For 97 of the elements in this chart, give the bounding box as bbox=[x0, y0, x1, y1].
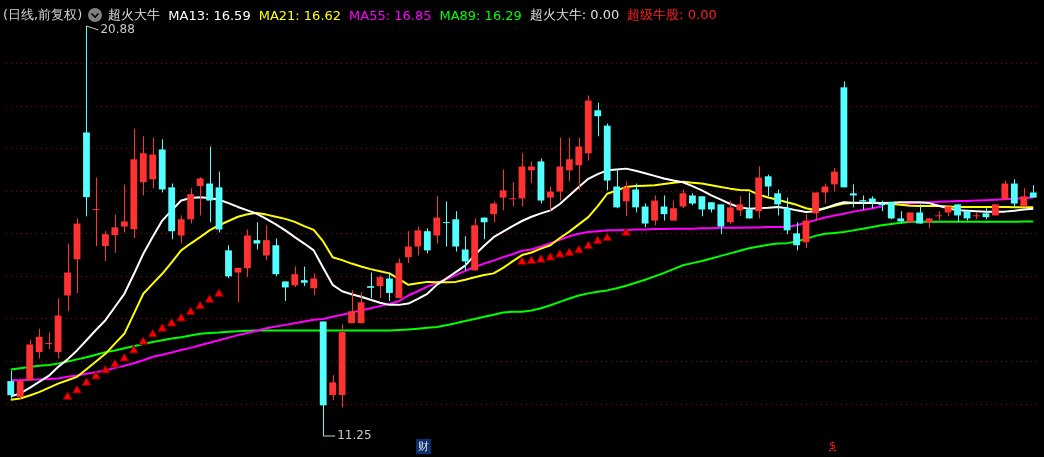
candlestick bbox=[16, 378, 24, 400]
candlestick bbox=[35, 328, 43, 360]
point bbox=[545, 252, 556, 261]
point bbox=[555, 249, 565, 258]
candlestick bbox=[404, 230, 412, 264]
candlestick bbox=[367, 272, 374, 299]
candlestick bbox=[348, 289, 355, 324]
candlestick bbox=[310, 272, 318, 296]
text: 超火大牛 bbox=[108, 6, 161, 24]
candlestick bbox=[386, 272, 393, 302]
candlestick bbox=[120, 183, 128, 233]
candlestick bbox=[1010, 178, 1018, 208]
candlestick bbox=[329, 374, 337, 401]
text: MA55: 16.85 bbox=[349, 7, 432, 23]
candlestick bbox=[726, 200, 734, 225]
point bbox=[621, 227, 631, 236]
point bbox=[110, 358, 120, 368]
candlestick bbox=[670, 200, 677, 222]
candlestick bbox=[499, 168, 507, 211]
candlestick bbox=[935, 210, 942, 223]
candlestick bbox=[206, 145, 213, 223]
candlestick bbox=[793, 221, 800, 251]
candlestick bbox=[433, 195, 441, 245]
candlestick bbox=[812, 191, 819, 222]
point bbox=[517, 256, 527, 265]
candlestick bbox=[102, 230, 109, 262]
point bbox=[185, 306, 196, 316]
point bbox=[72, 384, 82, 394]
candlestick bbox=[613, 168, 621, 209]
point bbox=[176, 312, 186, 322]
candlestick bbox=[196, 176, 204, 216]
candlestick bbox=[736, 195, 744, 217]
text: 财 bbox=[416, 439, 431, 454]
point bbox=[91, 370, 101, 380]
candlestick bbox=[253, 221, 261, 251]
candlestick bbox=[547, 186, 554, 212]
point bbox=[147, 328, 158, 338]
text: MA21: 16.62 bbox=[258, 7, 342, 23]
candlestick bbox=[414, 226, 422, 256]
annotation: 20.88 bbox=[100, 22, 135, 37]
point bbox=[119, 353, 130, 362]
point bbox=[526, 255, 537, 265]
candlestick bbox=[565, 137, 573, 182]
candlestick bbox=[300, 266, 308, 287]
candlestick bbox=[1020, 187, 1028, 208]
point bbox=[62, 391, 73, 400]
candlestick bbox=[622, 180, 630, 217]
text: $ bbox=[829, 439, 836, 452]
text: 超火大牛: 0.00 bbox=[529, 6, 620, 24]
candlestick bbox=[679, 188, 687, 209]
candlestick bbox=[831, 167, 838, 193]
point bbox=[157, 323, 168, 332]
candlestick bbox=[262, 224, 270, 261]
candlestick bbox=[461, 235, 469, 271]
candlestick bbox=[745, 191, 753, 219]
candlestick bbox=[291, 266, 299, 288]
candlestick bbox=[651, 194, 658, 226]
candlestick bbox=[7, 370, 15, 400]
candlestick bbox=[594, 102, 602, 137]
candlestick bbox=[423, 227, 431, 254]
point bbox=[195, 300, 205, 310]
candlestick bbox=[64, 243, 71, 312]
candlestick bbox=[916, 203, 924, 225]
point bbox=[128, 344, 139, 354]
chart-title: (日线,前复权) bbox=[3, 6, 83, 24]
point bbox=[564, 247, 575, 256]
point bbox=[81, 377, 92, 386]
candlestick bbox=[849, 183, 857, 208]
text: MA89: 16.29 bbox=[439, 7, 522, 23]
candlestick bbox=[490, 200, 498, 223]
candlestick bbox=[575, 137, 583, 191]
candlestick bbox=[442, 200, 450, 248]
candlestick bbox=[177, 214, 185, 245]
candlestick bbox=[281, 280, 289, 302]
point bbox=[583, 240, 594, 250]
point bbox=[204, 294, 215, 303]
candlestick bbox=[698, 195, 706, 217]
annotation: 11.25 bbox=[337, 428, 372, 443]
point bbox=[573, 244, 584, 254]
candlestick bbox=[632, 183, 640, 213]
candlestick bbox=[717, 203, 725, 235]
candlestick bbox=[774, 188, 782, 216]
candlestick bbox=[111, 214, 119, 254]
text: 超级牛股: 0.00 bbox=[627, 6, 717, 24]
candlestick bbox=[234, 267, 242, 303]
candlestick bbox=[509, 181, 516, 208]
point bbox=[214, 288, 224, 297]
point bbox=[138, 336, 149, 345]
point bbox=[536, 254, 546, 263]
point bbox=[602, 232, 613, 242]
point bbox=[592, 235, 603, 245]
candlestick bbox=[783, 197, 791, 235]
text: MA13: 16.59 bbox=[168, 7, 251, 23]
point bbox=[100, 364, 111, 374]
candlestick bbox=[528, 160, 535, 184]
point bbox=[166, 318, 177, 327]
candlestick bbox=[764, 174, 772, 197]
